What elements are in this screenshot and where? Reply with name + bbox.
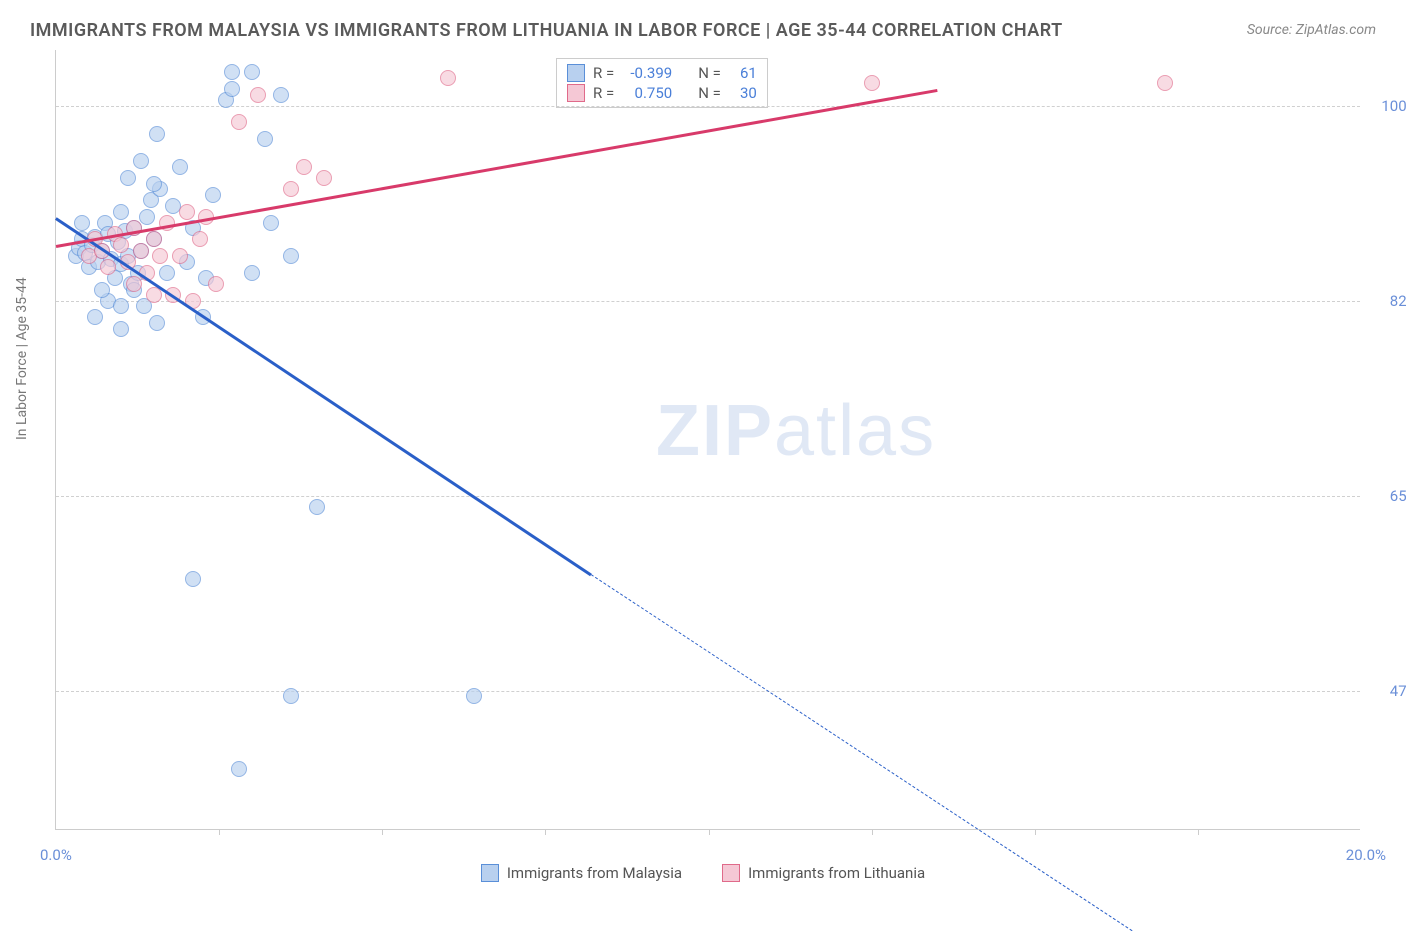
data-point [231, 761, 247, 777]
gridline [56, 496, 1360, 497]
y-tick-label: 100.0% [1370, 97, 1406, 115]
data-point [94, 282, 110, 298]
data-point [74, 215, 90, 231]
data-point [113, 298, 129, 314]
data-point [205, 187, 221, 203]
x-tick-left: 0.0% [40, 846, 72, 864]
data-point [192, 231, 208, 247]
data-point [185, 571, 201, 587]
data-point [296, 159, 312, 175]
legend-label: Immigrants from Malaysia [507, 864, 682, 882]
data-point [263, 215, 279, 231]
data-point [283, 248, 299, 264]
x-tick-right: 20.0% [1346, 846, 1386, 864]
legend-n-value: 61 [729, 64, 757, 82]
data-point [159, 265, 175, 281]
data-point [172, 159, 188, 175]
data-point [250, 87, 266, 103]
data-point [149, 315, 165, 331]
x-tick-mark [872, 829, 873, 835]
x-tick-mark [545, 829, 546, 835]
legend-r-label: R = [593, 84, 614, 102]
data-point [133, 153, 149, 169]
data-point [316, 170, 332, 186]
data-point [864, 75, 880, 91]
legend-n-label: N = [698, 84, 721, 102]
legend-r-label: R = [593, 64, 614, 82]
legend-swatch [481, 864, 499, 882]
data-point [100, 259, 116, 275]
data-point [440, 70, 456, 86]
data-point [139, 209, 155, 225]
data-point [283, 688, 299, 704]
data-point [179, 204, 195, 220]
data-point [231, 114, 247, 130]
y-axis-label: In Labor Force | Age 35-44 [14, 277, 30, 440]
data-point [273, 87, 289, 103]
data-point [1157, 75, 1173, 91]
legend-swatch [567, 84, 585, 102]
x-tick-mark [1035, 829, 1036, 835]
legend-label: Immigrants from Lithuania [748, 864, 925, 882]
x-tick-mark [219, 829, 220, 835]
data-point [309, 499, 325, 515]
data-point [126, 276, 142, 292]
chart-container: IMMIGRANTS FROM MALAYSIA VS IMMIGRANTS F… [0, 0, 1406, 892]
data-point [283, 181, 299, 197]
chart-title: IMMIGRANTS FROM MALAYSIA VS IMMIGRANTS F… [30, 20, 1063, 41]
data-point [146, 176, 162, 192]
trendline [56, 89, 937, 247]
data-point [113, 237, 129, 253]
legend-n-value: 30 [729, 84, 757, 102]
legend-bottom: Immigrants from Malaysia Immigrants from … [0, 864, 1406, 886]
legend-swatch [567, 64, 585, 82]
legend-correlation: R = -0.399 N = 61 R = 0.750 N = 30 [556, 58, 768, 108]
gridline [56, 106, 1360, 107]
legend-n-label: N = [698, 64, 721, 82]
legend-r-value: -0.399 [622, 64, 672, 82]
gridline [56, 301, 1360, 302]
source-label: Source: ZipAtlas.com [1247, 22, 1376, 38]
legend-row: R = 0.750 N = 30 [567, 83, 757, 103]
legend-row: R = -0.399 N = 61 [567, 63, 757, 83]
data-point [152, 248, 168, 264]
y-tick-label: 82.5% [1370, 292, 1406, 310]
data-point [466, 688, 482, 704]
trendline [55, 217, 591, 576]
data-point [224, 64, 240, 80]
x-tick-mark [382, 829, 383, 835]
gridline [56, 691, 1360, 692]
y-tick-label: 47.5% [1370, 682, 1406, 700]
data-point [224, 81, 240, 97]
data-point [113, 321, 129, 337]
data-point [120, 170, 136, 186]
data-point [257, 131, 273, 147]
data-point [133, 243, 149, 259]
data-point [244, 64, 260, 80]
data-point [172, 248, 188, 264]
legend-item: Immigrants from Malaysia [481, 864, 682, 882]
data-point [208, 276, 224, 292]
legend-r-value: 0.750 [622, 84, 672, 102]
data-point [146, 287, 162, 303]
legend-item: Immigrants from Lithuania [722, 864, 925, 882]
legend-swatch [722, 864, 740, 882]
y-tick-label: 65.0% [1370, 487, 1406, 505]
data-point [113, 204, 129, 220]
x-tick-mark [709, 829, 710, 835]
plot-area: ZIPatlas R =-0.399N =61R =0.750N =30 47.… [55, 50, 1360, 830]
data-point [146, 231, 162, 247]
data-point [87, 309, 103, 325]
data-point [244, 265, 260, 281]
watermark: ZIPatlas [656, 390, 936, 472]
data-point [149, 126, 165, 142]
x-tick-mark [1198, 829, 1199, 835]
